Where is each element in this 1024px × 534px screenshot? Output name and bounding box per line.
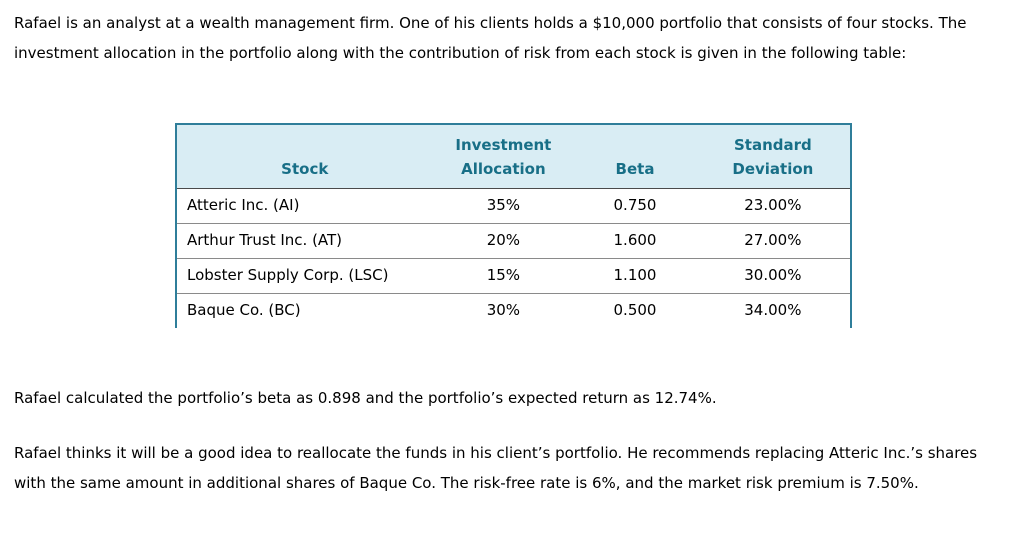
portfolio-beta-paragraph: Rafael calculated the portfolio’s beta a… [14,389,717,407]
header-beta: Beta [574,124,696,189]
cell-standard-deviation: 30.00% [695,258,851,294]
cell-stock: Atteric Inc. (AI) [176,188,433,224]
cell-stock: Baque Co. (BC) [176,293,433,330]
cell-allocation: 35% [432,188,575,224]
header-standard-deviation: Standard Deviation [695,124,851,189]
cell-stock: Lobster Supply Corp. (LSC) [176,258,433,294]
header-stock: Stock [176,124,433,189]
cell-beta: 0.500 [574,293,696,330]
table-row: Lobster Supply Corp. (LSC) 15% 1.100 30.… [176,258,851,294]
cell-beta: 1.100 [574,258,696,294]
allocation-table: Stock Investment Allocation Beta Standar… [175,123,852,332]
cell-beta: 1.600 [574,223,696,259]
cell-standard-deviation: 27.00% [695,223,851,259]
cell-allocation: 20% [432,223,575,259]
cell-allocation: 30% [432,293,575,330]
table-header-row: Stock Investment Allocation Beta Standar… [176,124,851,189]
cell-stock: Arthur Trust Inc. (AT) [176,223,433,259]
table-row: Baque Co. (BC) 30% 0.500 34.00% [176,293,851,330]
header-investment-allocation: Investment Allocation [432,124,575,189]
cell-standard-deviation: 34.00% [695,293,851,330]
reallocation-paragraph: Rafael thinks it will be a good idea to … [14,444,978,492]
cell-standard-deviation: 23.00% [695,188,851,224]
table-row: Arthur Trust Inc. (AT) 20% 1.600 27.00% [176,223,851,259]
cell-allocation: 15% [432,258,575,294]
allocation-table-container: Stock Investment Allocation Beta Standar… [175,123,852,332]
intro-paragraph: Rafael is an analyst at a wealth managem… [14,14,967,62]
table-row: Atteric Inc. (AI) 35% 0.750 23.00% [176,188,851,224]
cell-beta: 0.750 [574,188,696,224]
